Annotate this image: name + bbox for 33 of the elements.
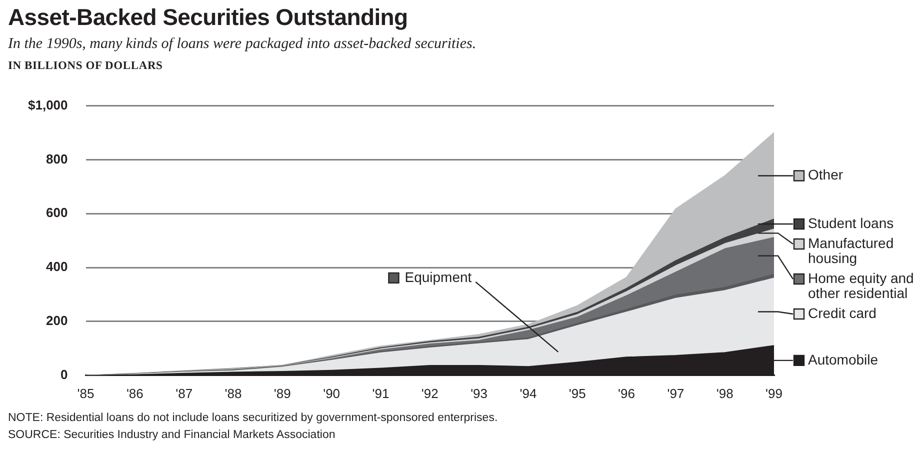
x-tick-label: '90 [323, 386, 340, 401]
legend-label: Equipment [404, 268, 472, 285]
x-tick-label: '94 [520, 386, 537, 401]
legend-label: Automobile [808, 351, 878, 368]
x-tick-label: '88 [224, 386, 242, 401]
x-tick-label: '92 [421, 386, 438, 401]
x-tick-label: '93 [470, 386, 488, 401]
chart-subtitle: In the 1990s, many kinds of loans were packaged into asset-backed securities. [8, 36, 476, 53]
x-tick-label: '97 [667, 386, 684, 401]
y-tick-label: 600 [46, 205, 68, 220]
x-tick-label: '91 [372, 386, 390, 401]
legend-label: Manufactured housing [808, 234, 894, 266]
source-note: SOURCE: Securities Industry and Financial Markets Association [8, 428, 336, 443]
y-tick-label: 400 [46, 259, 68, 274]
x-tick-label: '95 [568, 386, 586, 401]
text: NOTE: Residential loans do not include loans securitized by government-sponsored enterprises. [8, 411, 498, 426]
x-tick-label: '87 [176, 386, 193, 401]
x-tick-label: '99 [766, 386, 782, 401]
y-tick-label: $1,000 [28, 97, 68, 112]
legend-label: Student loans [808, 214, 894, 231]
x-tick-label: '89 [274, 386, 291, 401]
x-tick-label: '96 [618, 386, 635, 401]
x-tick-label: '86 [126, 386, 144, 401]
y-tick-label: 200 [46, 313, 68, 328]
x-tick-label: '85 [77, 386, 94, 401]
y-axis-title: IN BILLIONS OF DOLLARS [8, 60, 163, 72]
y-tick-label: 800 [46, 151, 68, 166]
x-tick-label: '98 [716, 386, 734, 401]
legend-label: Home equity and other residential [808, 270, 914, 301]
y-tick-label: 0 [60, 366, 68, 382]
legend-label: Credit card [808, 304, 876, 321]
chart-title: Asset-Backed Securities Outstanding [8, 4, 408, 31]
legend-label: Other [808, 166, 844, 183]
